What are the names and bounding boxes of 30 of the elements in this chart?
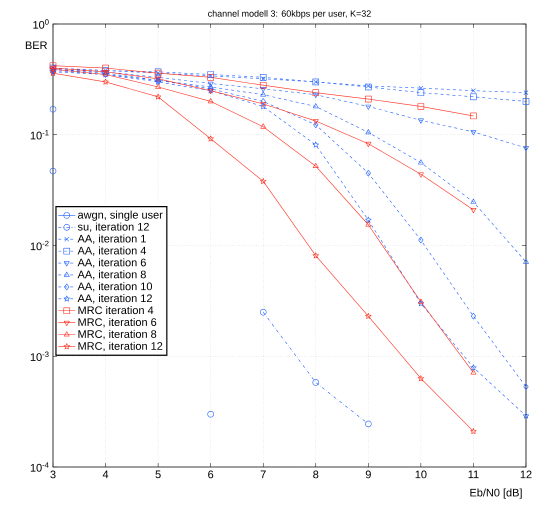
x-tick-label: 8 [313, 470, 318, 478]
legend-label: MRC, iteration 12 [78, 342, 162, 352]
x-tick-label: 5 [156, 470, 161, 478]
y-tick-label: 10$^{0}$ [33, 19, 49, 29]
legend-label: awgn, single user [78, 210, 163, 221]
x-tick-label: 3 [50, 470, 56, 478]
x-tick-label: 9 [366, 470, 371, 478]
x-tick-label: 6 [208, 470, 214, 478]
x-tick-label: 12 [520, 470, 532, 478]
y-axis-title: BER [26, 41, 47, 50]
chart-title: channel modell 3: 60kbps per user, K=32 [208, 10, 371, 18]
x-tick-label: 10 [416, 470, 427, 478]
x-axis-title: Eb/N0 [dB] [470, 488, 522, 499]
y-tick-label: 10$^{-1}$ [30, 130, 49, 140]
legend-label: AA, iteration 6 [78, 258, 146, 268]
legend-label: su, iteration 12 [78, 222, 149, 232]
x-tick-label: 11 [468, 470, 479, 478]
legend-label: MRC iteration 4 [78, 306, 154, 314]
legend-label: MRC, iteration 8 [78, 330, 156, 340]
legend-label: AA, iteration 8 [78, 270, 146, 280]
legend-label: AA, iteration 1 [78, 234, 146, 244]
x-tick-label: 7 [260, 470, 266, 478]
x-tick-label: 4 [102, 470, 108, 478]
legend-label: AA, iteration 4 [78, 246, 146, 256]
legend-label: AA, iteration 10 [78, 282, 152, 292]
y-tick-label: 10$^{-4}$ [30, 462, 49, 472]
y-tick-label: 10$^{-3}$ [30, 352, 49, 361]
legend-label: MRC, iteration 6 [78, 318, 156, 328]
legend-label: AA, iteration 12 [78, 294, 152, 304]
y-tick-label: 10$^{-2}$ [30, 240, 49, 250]
